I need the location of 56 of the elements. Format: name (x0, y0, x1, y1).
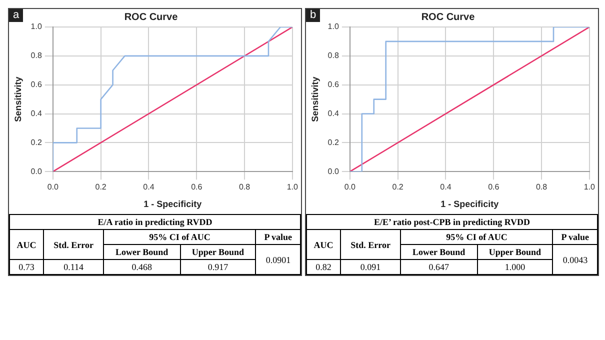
text: AUC (10, 230, 44, 260)
x-tick-label: 0.8 (536, 182, 548, 192)
text: Upper Bound (477, 244, 553, 260)
x-tick-label: 0.4 (143, 182, 155, 192)
text: 0.468 (104, 260, 180, 274)
y-tick-label: 0.2 (328, 138, 340, 147)
x-axis-title: 1 - Specificity (144, 199, 202, 210)
y-tick-label: 0.6 (30, 80, 42, 90)
y-tick-label: 0.6 (328, 80, 340, 90)
text: AUC (306, 230, 340, 260)
chart-title: ROC Curve (421, 12, 476, 23)
text: 95% CI of AUC (400, 230, 553, 244)
text: Std. Error (340, 230, 401, 260)
y-tick-label: 0.0 (30, 166, 42, 176)
x-tick-label: 0.6 (488, 182, 500, 192)
y-tick-label: 1.0 (30, 22, 42, 32)
text: 0.647 (400, 260, 478, 274)
y-tick-label: 0.0 (328, 166, 340, 176)
text: Lower Bound (104, 244, 180, 260)
y-axis-title: Sensitivity (12, 76, 23, 122)
y-tick-label: 0.8 (30, 51, 42, 60)
x-tick-label: 0.2 (392, 182, 404, 192)
text: E/E’ ratio post-CPB in predicting RVDD (306, 214, 598, 230)
text: 0.73 (10, 260, 44, 274)
x-tick-label: 0.0 (344, 182, 356, 192)
x-tick-label: 0.8 (238, 182, 251, 192)
text: P value (552, 230, 598, 244)
text: E/A ratio in predicting RVDD (10, 214, 300, 230)
x-tick-label: 0.2 (95, 182, 107, 192)
text: 0.0043 (552, 244, 598, 274)
text: Lower Bound (400, 244, 478, 260)
y-tick-label: 0.2 (30, 138, 42, 147)
text: 0.82 (306, 260, 340, 274)
x-tick-label: 0.0 (47, 182, 60, 192)
text: 0.114 (43, 260, 104, 274)
x-tick-label: 0.4 (440, 182, 452, 192)
text: 0.091 (340, 260, 401, 274)
y-tick-label: 1.0 (328, 22, 340, 32)
x-tick-label: 0.6 (191, 182, 203, 192)
y-tick-label: 0.4 (30, 108, 42, 118)
chart-title: ROC Curve (124, 12, 178, 23)
x-tick-label: 1.0 (584, 182, 596, 192)
text: 0.917 (180, 260, 256, 274)
text: b (306, 9, 320, 22)
y-tick-label: 0.8 (328, 51, 340, 60)
text: Std. Error (43, 230, 104, 260)
text: P value (256, 230, 300, 244)
text: 95% CI of AUC (104, 230, 256, 244)
x-axis-title: 1 - Specificity (440, 199, 499, 210)
y-axis-title: Sensitivity (310, 76, 320, 122)
y-tick-label: 0.4 (328, 108, 340, 118)
text: 1.000 (477, 260, 553, 274)
text: a (9, 9, 24, 22)
x-tick-label: 1.0 (286, 182, 299, 192)
text: 0.0901 (256, 244, 300, 274)
text: Upper Bound (180, 244, 256, 260)
